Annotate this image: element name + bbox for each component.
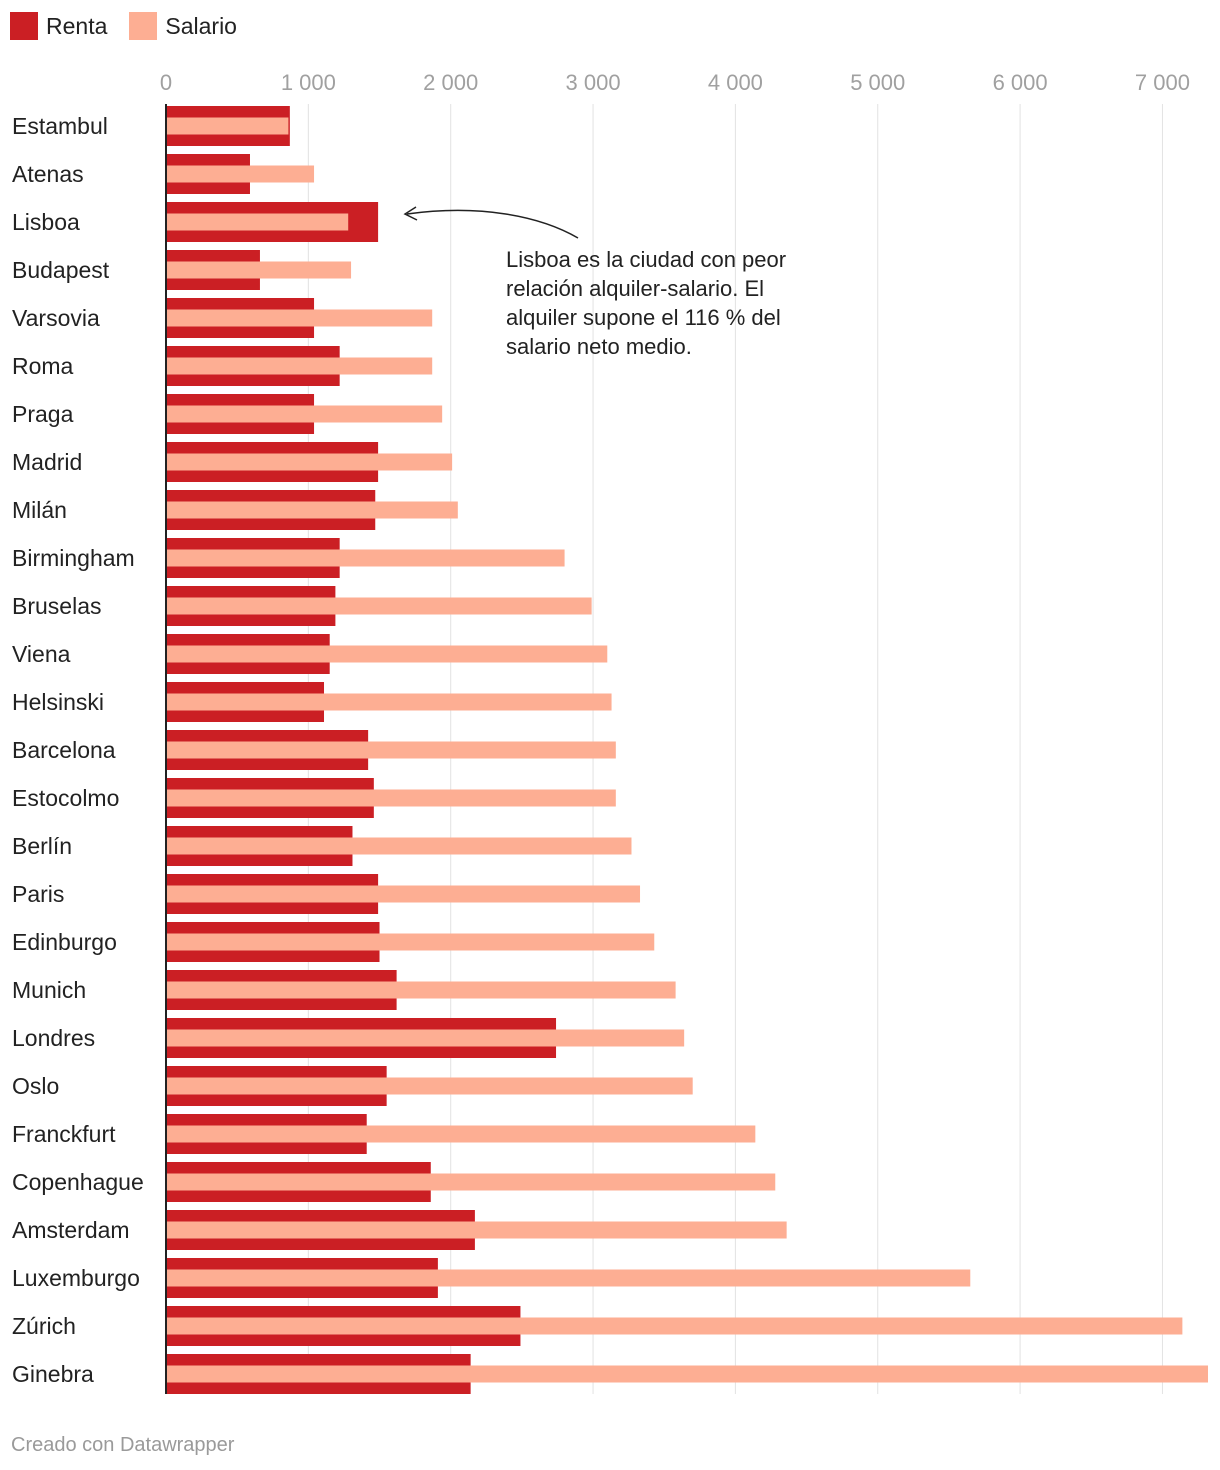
bar-salario xyxy=(166,213,349,231)
category-label: Franckfurt xyxy=(12,1121,116,1147)
category-label: Budapest xyxy=(12,257,110,283)
legend-item-renta[interactable]: Renta xyxy=(10,12,107,40)
bar-salario xyxy=(166,1029,685,1047)
category-label: Ginebra xyxy=(12,1361,94,1387)
category-label: Lisboa xyxy=(12,209,80,235)
legend: Renta Salario xyxy=(10,12,237,40)
category-label: Helsinski xyxy=(12,689,104,715)
category-label: Madrid xyxy=(12,449,82,475)
bar-salario xyxy=(166,693,612,711)
bar-salario xyxy=(166,1173,776,1191)
x-tick-label: 6 000 xyxy=(993,70,1048,95)
bar-salario xyxy=(166,261,352,279)
bar-salario xyxy=(166,645,608,663)
bar-salario xyxy=(166,1365,1208,1383)
category-label: Luxemburgo xyxy=(12,1265,140,1291)
category-label: Zúrich xyxy=(12,1313,76,1339)
bar-salario xyxy=(166,981,676,999)
bar-salario xyxy=(166,453,453,471)
category-label: Birmingham xyxy=(12,545,135,571)
legend-swatch-salario xyxy=(129,12,158,40)
bar-salario xyxy=(166,933,655,951)
category-label: Paris xyxy=(12,881,64,907)
bar-salario xyxy=(166,309,433,327)
category-label: Londres xyxy=(12,1025,95,1051)
bar-salario xyxy=(166,117,289,135)
bar-chart: 0 1 000 2 000 3 000 4 000 5 000 6 000 7 000 Esta… xyxy=(12,70,1208,1394)
category-label: Estocolmo xyxy=(12,785,119,811)
bar-salario xyxy=(166,885,641,903)
bar-salario xyxy=(166,501,458,519)
credit-text[interactable]: Creado con Datawrapper xyxy=(11,1434,235,1456)
bar-salario xyxy=(166,1221,787,1239)
bar-salario xyxy=(166,789,616,807)
category-label: Atenas xyxy=(12,161,84,187)
annotation-text: Lisboa es la ciudad con peor relación al… xyxy=(506,247,787,359)
bar-salario xyxy=(166,1269,971,1287)
category-label: Estambul xyxy=(12,113,108,139)
bar-salario xyxy=(166,1317,1183,1335)
bar-salario xyxy=(166,1077,693,1095)
bar-salario xyxy=(166,1125,756,1143)
x-tick-label: 0 xyxy=(160,70,172,95)
category-label: Edinburgo xyxy=(12,929,117,955)
legend-item-salario[interactable]: Salario xyxy=(129,12,237,40)
category-label: Oslo xyxy=(12,1073,59,1099)
bar-salario xyxy=(166,165,315,183)
bar-salario xyxy=(166,405,443,423)
category-label: Amsterdam xyxy=(12,1217,130,1243)
x-tick-label: 7 000 xyxy=(1135,70,1190,95)
category-label: Praga xyxy=(12,401,74,427)
category-label: Roma xyxy=(12,353,74,379)
category-label: Bruselas xyxy=(12,593,101,619)
legend-swatch-renta xyxy=(10,12,38,40)
category-label: Berlín xyxy=(12,833,72,859)
bar-salario xyxy=(166,741,616,759)
category-label: Munich xyxy=(12,977,86,1003)
category-label: Milán xyxy=(12,497,67,523)
legend-label-salario: Salario xyxy=(165,12,237,39)
category-label: Viena xyxy=(12,641,71,667)
category-label: Copenhague xyxy=(12,1169,144,1195)
bar-salario xyxy=(166,597,592,615)
x-tick-label: 5 000 xyxy=(850,70,905,95)
x-tick-label: 4 000 xyxy=(708,70,763,95)
bar-salario xyxy=(166,357,433,375)
category-label: Varsovia xyxy=(12,305,100,331)
annotation-arrow xyxy=(406,209,579,239)
x-tick-label: 2 000 xyxy=(423,70,478,95)
annotation-arrowhead xyxy=(403,206,418,221)
category-label: Barcelona xyxy=(12,737,116,763)
x-tick-label: 3 000 xyxy=(566,70,621,95)
bar-salario xyxy=(166,837,632,855)
legend-label-renta: Renta xyxy=(46,12,108,39)
x-tick-label: 1 000 xyxy=(281,70,336,95)
bar-salario xyxy=(166,549,565,567)
